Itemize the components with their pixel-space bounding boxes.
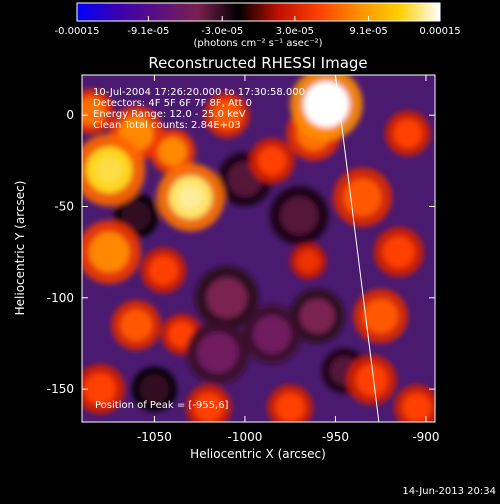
- observation-annotations: 10-Jul-2004 17:26:20.000 to 17:30:58.000…: [93, 87, 305, 131]
- y-tick-label: -150: [47, 382, 74, 396]
- x-axis-ticks: -1050 -1000 -950 -900: [137, 75, 440, 444]
- heatmap-blob: [280, 196, 319, 235]
- x-tick-label: -900: [412, 430, 439, 444]
- x-tick-label: -1000: [227, 430, 262, 444]
- heatmap-blob: [382, 236, 415, 269]
- heatmap-blob: [82, 97, 106, 127]
- heatmap-blob: [402, 392, 432, 422]
- heatmap-blob: [121, 201, 151, 231]
- heatmap-blob: [120, 309, 153, 342]
- heatmap-blob: [148, 255, 178, 285]
- y-tick-label: 0: [66, 108, 74, 122]
- colorbar-tick-label: -0.00015: [55, 26, 100, 37]
- annotation-line: Detectors: 4F 5F 6F 7F 8F, Att 0: [93, 98, 252, 109]
- heatmap-blob: [355, 364, 388, 396]
- colorbar-tick-label: 0.00015: [419, 26, 460, 37]
- colorbar-tick-label: 3.0e-05: [276, 26, 314, 37]
- heatmap-blob-core: [178, 185, 203, 210]
- plot-frame: [81, 74, 436, 423]
- y-axis-label: Heliocentric Y (arcsec): [13, 181, 27, 316]
- heatmap-blob: [84, 373, 117, 406]
- y-tick-label: -50: [54, 199, 74, 213]
- chart-title: Reconstructed RHESSI Image: [148, 54, 367, 72]
- annotation-line: 10-Jul-2004 17:26:20.000 to 17:30:58.000: [93, 87, 305, 98]
- heatmap-blob: [393, 118, 423, 148]
- heatmap-blob: [275, 392, 305, 422]
- heatmap-blob: [88, 231, 130, 273]
- solar-limb-line: [334, 75, 380, 422]
- colorbar-tick-label: 9.1e-05: [349, 26, 387, 37]
- heatmap-blob: [296, 249, 320, 273]
- annotation-line: Clean Total counts: 2.84E+03: [93, 120, 241, 131]
- heatmap-blob: [212, 100, 242, 130]
- x-tick-label: -950: [322, 430, 349, 444]
- y-tick-label: -100: [47, 291, 74, 305]
- colorbar-ticks: -0.00015 -9.1e-05 -3.0e-05 3.0e-05 9.1e-05 0.…: [55, 16, 461, 37]
- x-axis-label: Heliocentric X (arcsec): [190, 447, 326, 461]
- peak-position-label: Position of Peak = [-955,6]: [95, 400, 229, 411]
- colorbar: -0.00015 -9.1e-05 -3.0e-05 3.0e-05 9.1e-05 0.…: [55, 2, 461, 49]
- heatmap-blob: [299, 298, 335, 334]
- colorbar-units-label: (photons cm⁻² s⁻¹ asec⁻²): [193, 38, 322, 49]
- heatmap-blob: [206, 277, 248, 319]
- annotation-line: Energy Range: 12.0 - 25.0 keV: [93, 109, 246, 120]
- heatmap-blob: [253, 315, 291, 354]
- x-tick-label: -1050: [137, 430, 172, 444]
- heatmap-blob: [168, 321, 195, 348]
- colorbar-bar: [76, 2, 441, 22]
- heatmap-blob: [257, 146, 287, 176]
- heatmap-blob: [363, 298, 399, 334]
- heatmap-blob-core: [96, 156, 123, 184]
- plot-area: 10-Jul-2004 17:26:20.000 to 17:30:58.000…: [47, 74, 440, 444]
- heatmap-blob: [158, 137, 187, 167]
- colorbar-tick-label: -9.1e-05: [127, 26, 169, 37]
- y-axis-ticks: 0 -50 -100 -150: [47, 108, 435, 396]
- heatmap-blob-core: [313, 91, 340, 118]
- heatmap-blob: [139, 374, 169, 404]
- colorbar-tick-label: -3.0e-05: [201, 26, 243, 37]
- heatmap-blobs: [82, 75, 435, 422]
- heatmap-blob: [197, 332, 239, 373]
- footer-timestamp: 14-Jun-2013 20:34: [402, 486, 496, 497]
- heatmap-blob: [194, 392, 224, 422]
- heatmap-blob: [343, 178, 382, 217]
